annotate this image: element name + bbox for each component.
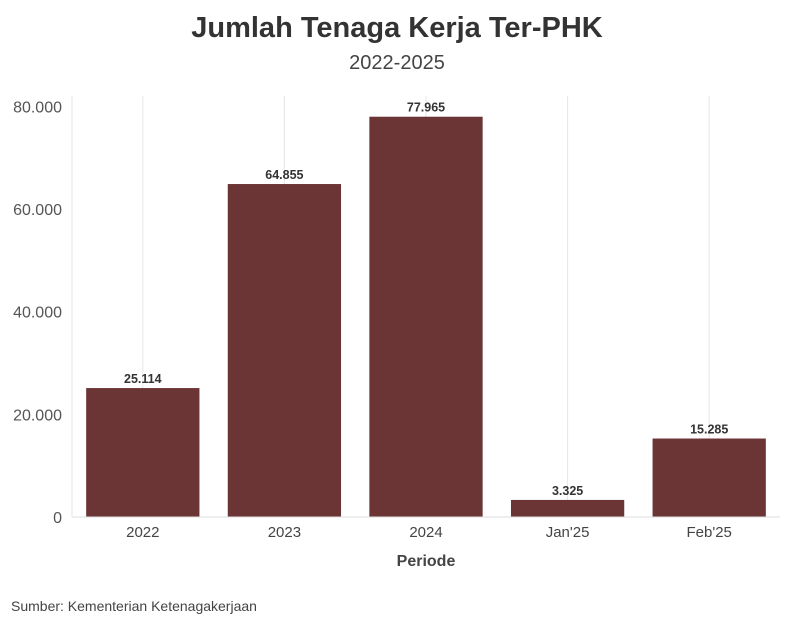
bar-value-label: 3.325 xyxy=(552,484,583,498)
bar-value-label: 15.285 xyxy=(690,423,728,437)
x-axis-title: Periode xyxy=(397,553,456,570)
chart-subtitle: 2022-2025 xyxy=(349,52,445,74)
source-note: Sumber: Kementerian Ketenagakerjaan xyxy=(11,598,257,614)
y-tick-label: 20.000 xyxy=(13,407,62,424)
y-tick-label: 60.000 xyxy=(13,202,62,219)
x-tick-label: Feb'25 xyxy=(686,524,731,541)
bar xyxy=(86,388,200,517)
bar-value-label: 25.114 xyxy=(124,372,162,386)
chart-title: Jumlah Tenaga Kerja Ter-PHK xyxy=(191,12,603,44)
bars xyxy=(86,116,766,517)
x-tick-label: 2023 xyxy=(268,524,301,541)
bar xyxy=(510,499,625,517)
value-labels: 25.114 64.855 77.965 3.325 15.285 xyxy=(124,101,728,498)
bar-value-label: 77.965 xyxy=(407,101,445,115)
y-tick-label: 40.000 xyxy=(13,305,62,322)
axes: 0 20.000 40.000 60.000 80.000 2022 2023 2024 Jan… xyxy=(13,99,780,541)
x-tick-label: 2024 xyxy=(409,524,442,541)
bar xyxy=(369,116,483,517)
y-tick-label: 80.000 xyxy=(13,99,62,116)
bar xyxy=(652,438,766,517)
y-tick-label: 0 xyxy=(53,510,62,527)
bar xyxy=(227,184,342,517)
bar-value-label: 64.855 xyxy=(265,168,303,182)
x-tick-label: 2022 xyxy=(126,524,159,541)
x-tick-label: Jan'25 xyxy=(546,524,590,541)
